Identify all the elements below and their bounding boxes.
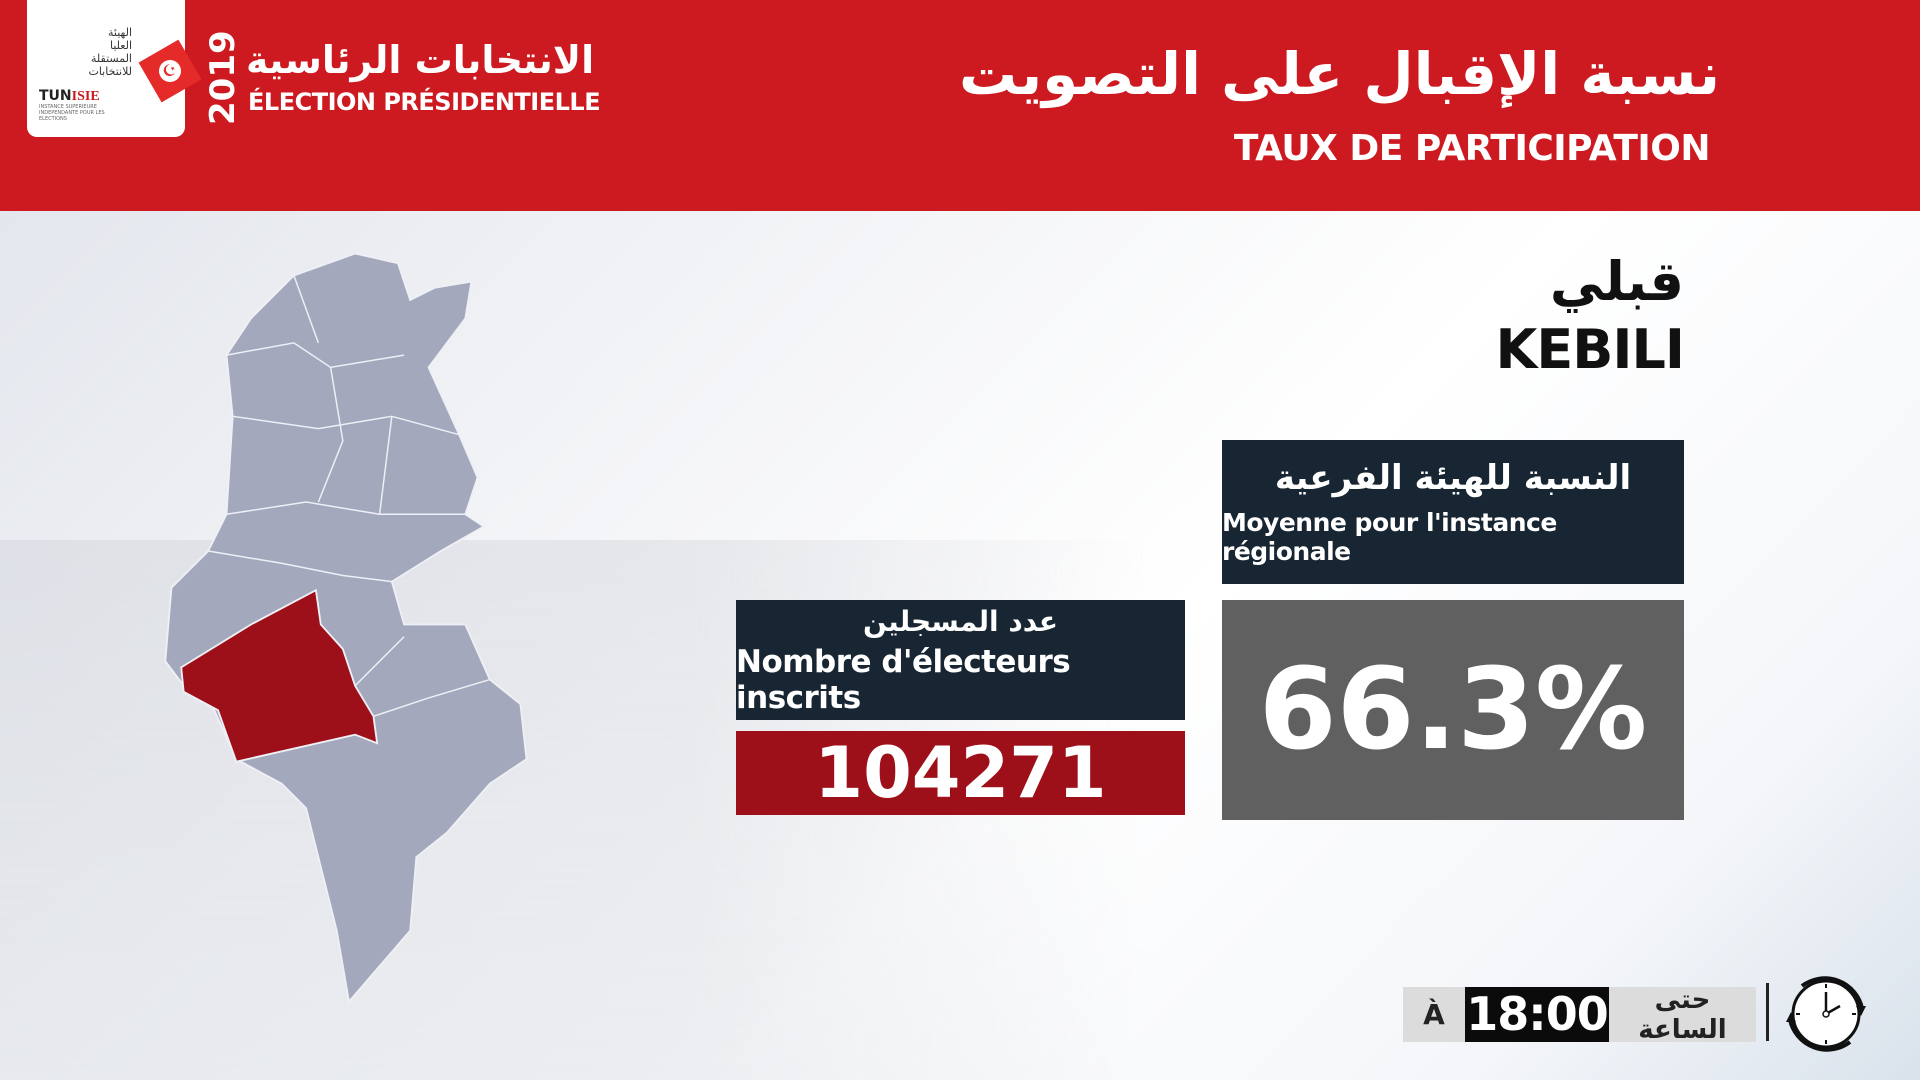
- divider: [1766, 983, 1769, 1041]
- logo-text: TUNISIE: [39, 88, 100, 104]
- average-label-ar: النسبة للهيئة الفرعية: [1274, 458, 1632, 498]
- registered-label-fr: Nombre d'électeurs inscrits: [736, 643, 1071, 716]
- page-title-fr: TAUX DE PARTICIPATION: [1233, 128, 1711, 169]
- page-title-ar: نسبة الإقبال على التصويت: [958, 40, 1720, 108]
- map-borders: [208, 275, 491, 718]
- time-label-ar: حتى الساعة: [1638, 984, 1727, 1045]
- registered-value: 104271: [736, 731, 1185, 815]
- clock-refresh-icon: [1786, 976, 1866, 1052]
- election-title-ar: الانتخابات الرئاسية: [246, 38, 595, 82]
- time-prefix: À: [1423, 998, 1445, 1031]
- average-label-box: النسبة للهيئة الفرعية Moyenne pour l'ins…: [1222, 440, 1684, 584]
- logo-arabic: الهيئة العليا المستقلة للانتخابات: [88, 26, 132, 78]
- logo-subtitle: INSTANCE SUPERIEURE INDEPENDANTE POUR LE…: [39, 104, 105, 122]
- registered-label-box: عدد المسجلين Nombre d'électeurs inscrits: [736, 600, 1185, 720]
- isie-logo: الهيئة العليا المستقلة للانتخابات TUNISIE I…: [27, 0, 202, 137]
- time-bar: À 18:00 حتى الساعة: [1403, 984, 1756, 1045]
- region-name-ar: قبلي: [1549, 250, 1684, 313]
- average-value: 66.3%: [1222, 600, 1684, 820]
- time-value: 18:00: [1465, 987, 1609, 1042]
- average-label-fr: Moyenne pour l'instance régionale: [1222, 508, 1557, 566]
- map-region-kebili: [180, 588, 379, 763]
- map-tunisia: [164, 252, 528, 1004]
- region-name-fr: KEBILI: [1495, 318, 1685, 381]
- header-bar: الهيئة العليا المستقلة للانتخابات TUNISIE I…: [0, 0, 1920, 211]
- registered-label-ar: عدد المسجلين: [862, 604, 1059, 638]
- election-title-fr: ÉLECTION PRÉSIDENTIELLE: [248, 88, 601, 116]
